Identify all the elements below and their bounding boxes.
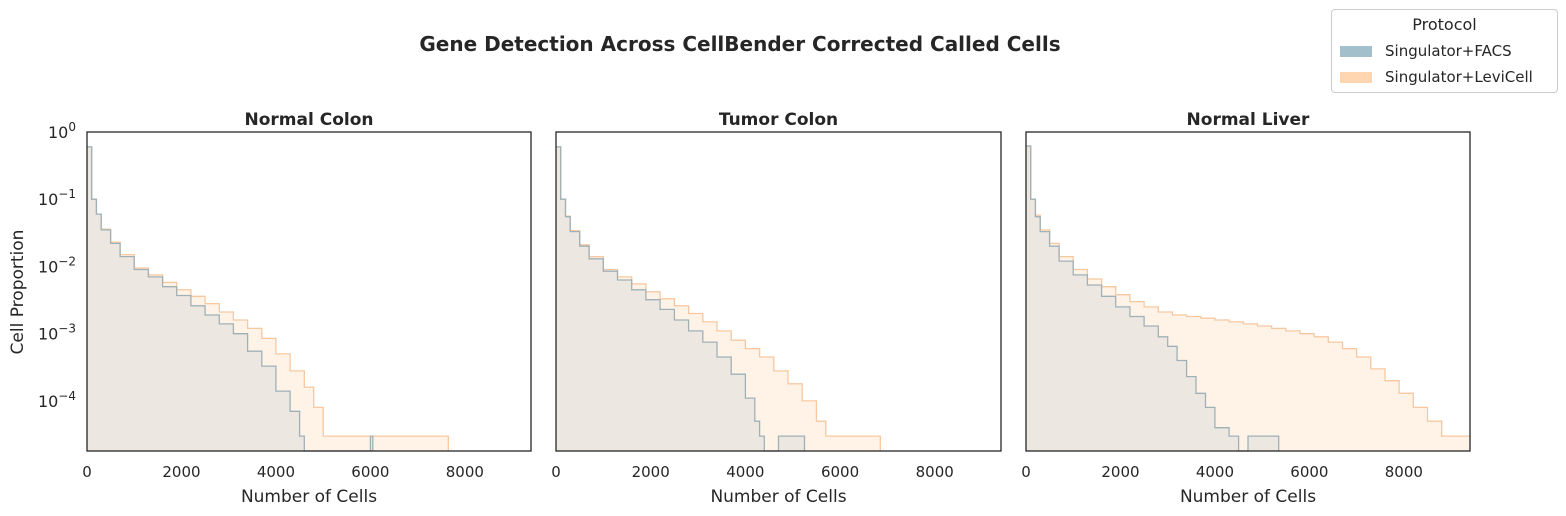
- plot-frame: [86, 131, 532, 452]
- plot-frame: [1025, 131, 1471, 452]
- facs-area: [87, 146, 373, 451]
- x-tick-label: 0: [82, 463, 92, 481]
- x-tick-label: 0: [1021, 463, 1031, 481]
- x-tick-label: 2000: [632, 463, 670, 481]
- y-tick-label: 100: [48, 120, 76, 142]
- panel-title: Normal Colon: [245, 110, 374, 130]
- legend-swatch-facs: [1340, 46, 1372, 57]
- y-tick-label: 10−1: [38, 187, 76, 209]
- figure-title: Gene Detection Across CellBender Correct…: [419, 32, 1061, 56]
- x-tick-label: 6000: [1290, 463, 1328, 481]
- levicell-step-line: [1026, 145, 1470, 437]
- facs-area: [1026, 146, 1279, 451]
- x-tick-label: 8000: [1385, 463, 1423, 481]
- facs-step-line: [87, 146, 374, 452]
- x-tick-label: 0: [551, 463, 561, 481]
- legend-title: Protocol: [1412, 15, 1477, 34]
- legend: Protocol Singulator+FACS Singulator+Levi…: [1331, 9, 1558, 93]
- facs-area: [556, 146, 805, 451]
- panel-1: Normal Colon 0 2000 4000 6000 8000 Number of C…: [38, 110, 532, 507]
- x-tick-label: 2000: [162, 463, 200, 481]
- facs-step-line: [556, 146, 806, 452]
- panel-title: Normal Liver: [1187, 110, 1310, 130]
- x-tick-label: 4000: [726, 463, 764, 481]
- legend-label-facs: Singulator+FACS: [1385, 42, 1512, 60]
- panel-title: Tumor Colon: [719, 110, 838, 130]
- x-tick-label: 4000: [1196, 463, 1234, 481]
- plot-frame: [555, 131, 1002, 452]
- x-tick-label: 2000: [1101, 463, 1139, 481]
- x-axis-label: Number of Cells: [710, 487, 846, 507]
- x-tick-label: 4000: [257, 463, 295, 481]
- legend-swatch-levicell: [1340, 72, 1372, 83]
- x-tick-label: 8000: [916, 463, 954, 481]
- x-tick-label: 6000: [821, 463, 859, 481]
- x-axis-label: Number of Cells: [241, 487, 377, 507]
- x-axis-label: Number of Cells: [1180, 487, 1316, 507]
- legend-entry-levicell: Singulator+LeviCell: [1340, 68, 1533, 86]
- x-tick-label: 8000: [446, 463, 484, 481]
- facs-step-line: [1026, 145, 1280, 452]
- panel-2: Tumor Colon 0 2000 4000 6000 8000 Number of Ce…: [551, 110, 1002, 507]
- legend-entry-facs: Singulator+FACS: [1340, 42, 1512, 60]
- y-axis-label: Cell Proportion: [8, 229, 28, 355]
- panel-3: Normal Liver 0 2000 4000 6000 8000 Number of C…: [1021, 110, 1471, 507]
- legend-label-levicell: Singulator+LeviCell: [1385, 68, 1533, 86]
- y-tick-label: 10−2: [38, 254, 76, 276]
- y-tick-label: 10−4: [38, 389, 76, 411]
- y-tick-label: 10−3: [38, 322, 76, 344]
- x-tick-label: 6000: [351, 463, 389, 481]
